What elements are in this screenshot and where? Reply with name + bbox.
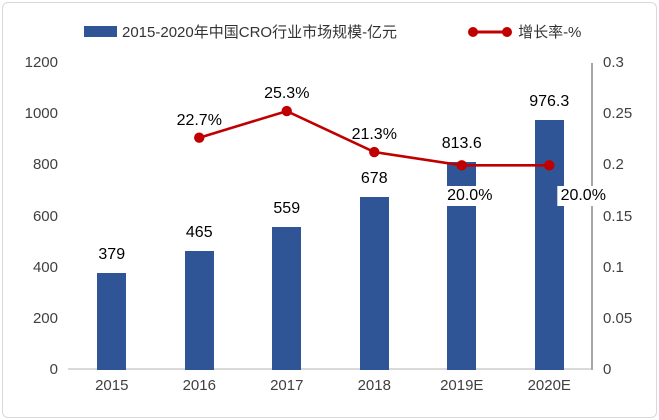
growth-point-2019E bbox=[456, 160, 467, 171]
left-axis-tick-800: 800 bbox=[32, 156, 58, 174]
legend: 2015-2020年中国CRO行业市场规模-亿元 增长率-% bbox=[84, 21, 581, 42]
right-axis-tick-0.05: 0.05 bbox=[603, 309, 633, 327]
growth-point-2016 bbox=[194, 132, 205, 143]
bar-label-2016: 465 bbox=[185, 224, 213, 242]
line-label-2017: 25.3% bbox=[261, 84, 313, 105]
bar-2017 bbox=[272, 226, 302, 370]
x-axis-label-2020E: 2020E bbox=[527, 377, 571, 394]
left-axis-tick-0: 0 bbox=[49, 361, 58, 378]
growth-point-2020E bbox=[544, 160, 555, 171]
x-axis-line bbox=[68, 368, 593, 370]
left-axis-tick-600: 600 bbox=[32, 207, 58, 225]
left-axis-tick-400: 400 bbox=[32, 258, 58, 276]
left-axis-tick-1200: 1200 bbox=[24, 54, 58, 71]
left-axis-tick-200: 200 bbox=[32, 309, 58, 327]
legend-item-market-size: 2015-2020年中国CRO行业市场规模-亿元 bbox=[84, 21, 397, 42]
x-axis-label-2019E: 2019E bbox=[440, 377, 484, 394]
right-axis-tick-0.25: 0.25 bbox=[603, 105, 633, 123]
line-series-swatch-icon bbox=[468, 26, 513, 37]
line-label-2019E: 20.0% bbox=[444, 186, 496, 207]
line-label-2018: 21.3% bbox=[348, 125, 400, 146]
bar-2018 bbox=[359, 196, 389, 370]
right-axis-tick-0.1: 0.1 bbox=[603, 258, 624, 276]
right-axis-tick-0.2: 0.2 bbox=[603, 156, 624, 174]
bar-label-2015: 379 bbox=[98, 246, 126, 264]
left-axis-tick-1000: 1000 bbox=[24, 105, 58, 123]
x-axis-label-2017: 2017 bbox=[270, 377, 304, 394]
right-axis-tick-0.15: 0.15 bbox=[603, 207, 633, 225]
growth-point-2018 bbox=[369, 146, 380, 158]
right-axis-line bbox=[591, 63, 593, 370]
bar-label-2018: 678 bbox=[360, 169, 388, 187]
bar-series-swatch-icon bbox=[84, 26, 117, 37]
growth-series-label: 增长率-% bbox=[518, 24, 582, 41]
bar-label-2017: 559 bbox=[273, 199, 301, 217]
line-label-2016: 22.7% bbox=[173, 110, 225, 131]
line-label-2020E: 20.0% bbox=[557, 186, 609, 207]
x-axis-label-2015: 2015 bbox=[95, 377, 129, 394]
bar-2015 bbox=[97, 273, 127, 370]
bar-label-2020E: 976.3 bbox=[529, 93, 570, 111]
bar-2016 bbox=[184, 251, 214, 370]
x-axis-label-2016: 2016 bbox=[182, 377, 216, 394]
legend-item-growth-rate: 增长率-% bbox=[467, 21, 581, 42]
growth-point-2017 bbox=[281, 105, 292, 117]
right-axis-tick-0.3: 0.3 bbox=[603, 54, 624, 71]
bar-label-2019E: 813.6 bbox=[441, 134, 482, 152]
bar-series-label: 2015-2020年中国CRO行业市场规模-亿元 bbox=[122, 24, 398, 41]
x-axis-label-2018: 2018 bbox=[357, 377, 391, 394]
right-axis-tick-0: 0 bbox=[603, 361, 612, 378]
